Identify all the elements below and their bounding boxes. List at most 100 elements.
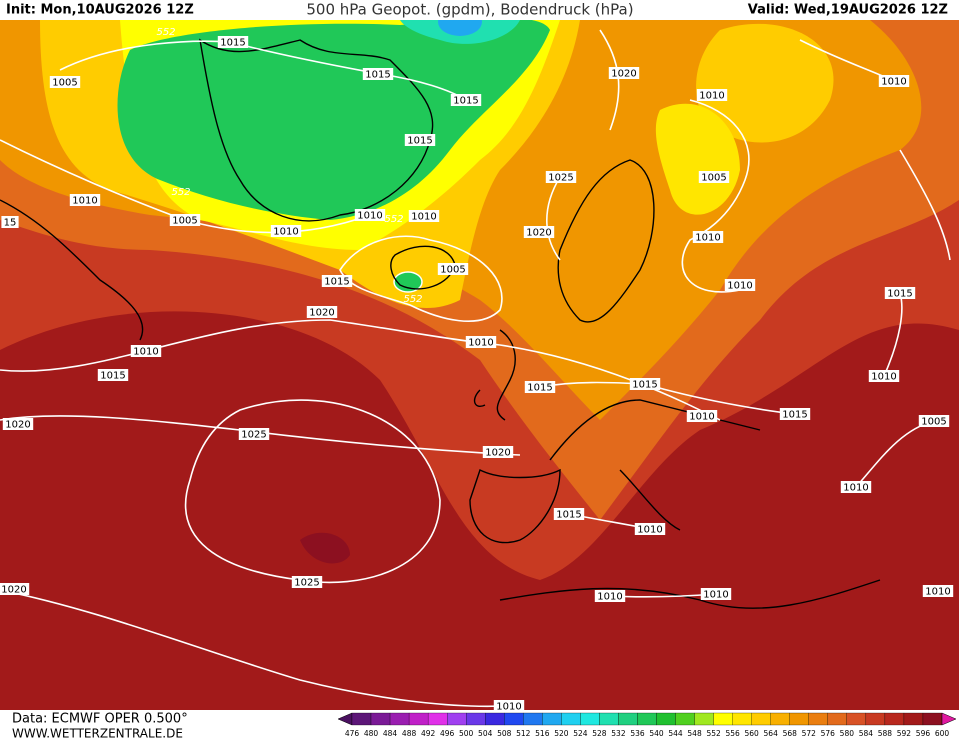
isobar-label: 1010 bbox=[727, 281, 752, 292]
isobar-label: 1010 bbox=[133, 347, 158, 358]
isobar-label: 1005 bbox=[172, 216, 197, 227]
scale-swatch bbox=[427, 712, 448, 726]
scale-label: 592 bbox=[897, 729, 912, 738]
scale-swatch bbox=[370, 712, 391, 726]
scale-label: 520 bbox=[554, 729, 569, 738]
label-box bbox=[354, 209, 386, 221]
isobar-label: 1015 bbox=[527, 383, 552, 394]
label-box bbox=[0, 583, 30, 595]
label-box bbox=[169, 214, 201, 226]
height-label: 552 bbox=[156, 27, 175, 38]
isobar-label: 1015 bbox=[632, 380, 657, 391]
scale-label: 500 bbox=[459, 729, 474, 738]
scale-label: 504 bbox=[478, 729, 493, 738]
label-box bbox=[594, 590, 626, 602]
label-box bbox=[884, 287, 916, 299]
label-box bbox=[629, 378, 661, 390]
isobar-label: 1005 bbox=[921, 417, 946, 428]
scale-swatch bbox=[599, 712, 619, 726]
isobar-label: 1025 bbox=[241, 430, 266, 441]
scale-arrow bbox=[337, 712, 353, 726]
scale-swatch bbox=[389, 712, 410, 726]
isobar-label: 1010 bbox=[496, 702, 521, 713]
color-scale: 476 480 484 488 492 496 500 504 508 512 516 520 524 5… bbox=[337, 712, 957, 738]
scale-label: 560 bbox=[745, 729, 760, 738]
scale-label: 492 bbox=[421, 729, 436, 738]
isobar-label: 1015 bbox=[556, 510, 581, 521]
height-label: 552 bbox=[171, 187, 190, 198]
scale-label: 552 bbox=[706, 729, 721, 738]
label-box bbox=[408, 210, 440, 222]
scale-swatch bbox=[713, 712, 733, 726]
isobar-label: 1010 bbox=[411, 212, 436, 223]
label-box bbox=[608, 67, 640, 79]
valid-time: Valid: Wed,19AUG2026 12Z bbox=[748, 3, 948, 18]
isobar-label: 1010 bbox=[72, 196, 97, 207]
isobar-label: 1015 bbox=[365, 70, 390, 81]
scale-label: 576 bbox=[821, 729, 836, 738]
isobar-label: 1020 bbox=[611, 69, 636, 80]
scale-swatch bbox=[466, 712, 486, 726]
scale-label: 536 bbox=[630, 729, 645, 738]
scale-swatch bbox=[447, 712, 467, 726]
scale-label: 496 bbox=[440, 729, 455, 738]
scale-swatch bbox=[846, 712, 867, 726]
scale-label: 512 bbox=[516, 729, 531, 738]
label-box bbox=[868, 370, 900, 382]
scale-label: 556 bbox=[725, 729, 740, 738]
label-box bbox=[2, 418, 34, 430]
scale-label: 516 bbox=[535, 729, 550, 738]
isobar-label: 1010 bbox=[925, 587, 950, 598]
label-box bbox=[878, 75, 910, 87]
coastlines bbox=[0, 38, 881, 609]
height-label: 552 bbox=[384, 214, 403, 225]
label-box bbox=[700, 588, 732, 600]
scale-swatch bbox=[808, 712, 828, 726]
label-box bbox=[493, 700, 525, 710]
label-box bbox=[97, 369, 129, 381]
scale-swatch bbox=[827, 712, 847, 726]
isobar-label: 1015 bbox=[453, 96, 478, 107]
label-box bbox=[291, 576, 323, 588]
scale-swatch bbox=[884, 712, 905, 726]
label-box bbox=[270, 225, 302, 237]
scale-swatch bbox=[694, 712, 714, 726]
label-box bbox=[49, 76, 81, 88]
label-box bbox=[553, 508, 585, 520]
scale-label: 540 bbox=[649, 729, 664, 738]
isobar-label: 1015 bbox=[887, 289, 912, 300]
label-box bbox=[238, 428, 270, 440]
scale-swatch bbox=[675, 712, 695, 726]
isobar-label: 1010 bbox=[357, 211, 382, 222]
map-field: 1015 1005 1015 1015 1020 1010 1010 1015 1025 1005… bbox=[0, 20, 959, 713]
scale-swatch bbox=[751, 712, 771, 726]
scale-label: 484 bbox=[383, 729, 398, 738]
scale-swatch bbox=[618, 712, 638, 726]
scale-swatch bbox=[561, 712, 581, 726]
isobar-label: 1025 bbox=[294, 578, 319, 589]
website: WWW.WETTERZENTRALE.DE bbox=[12, 727, 183, 741]
isobar-label: 1020 bbox=[5, 420, 30, 431]
isobar-label: 1005 bbox=[52, 78, 77, 89]
isobar-label: 1015 bbox=[220, 38, 245, 49]
scale-label: 568 bbox=[783, 729, 798, 738]
label-box bbox=[362, 68, 394, 80]
scale-label: 564 bbox=[764, 729, 779, 738]
init-time: Init: Mon,10AUG2026 12Z bbox=[6, 3, 194, 18]
scale-label: 600 bbox=[935, 729, 950, 738]
scale-label: 476 bbox=[345, 729, 360, 738]
isobar-label: 1015 bbox=[100, 371, 125, 382]
label-box bbox=[545, 171, 577, 183]
isobar-label: 1010 bbox=[273, 227, 298, 238]
label-box bbox=[217, 36, 249, 48]
scale-label: 544 bbox=[668, 729, 683, 738]
scale-swatch bbox=[656, 712, 676, 726]
isobar-label: 1010 bbox=[699, 91, 724, 102]
scale-swatch bbox=[789, 712, 809, 726]
isobar-label: 1010 bbox=[881, 77, 906, 88]
label-box bbox=[696, 89, 728, 101]
scale-label: 572 bbox=[802, 729, 817, 738]
scale-swatch bbox=[485, 712, 505, 726]
isobar-label: 1010 bbox=[689, 412, 714, 423]
